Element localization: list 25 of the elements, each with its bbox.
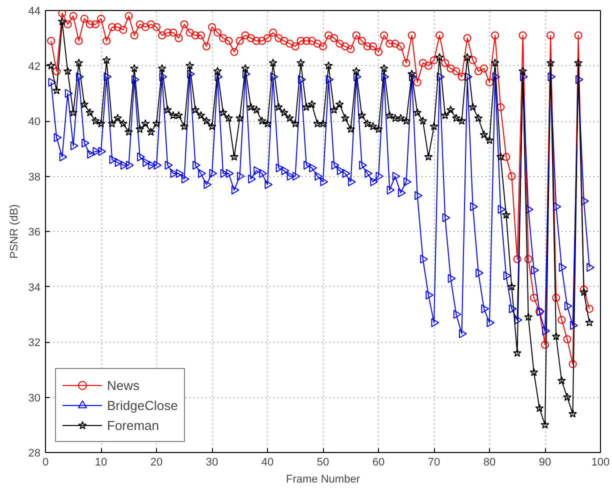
x-tick-label: 30: [206, 456, 218, 468]
x-tick-label: 100: [591, 456, 610, 468]
x-tick-label: 20: [150, 456, 163, 468]
x-tick-label: 90: [538, 456, 552, 468]
y-tick-label: 34: [28, 282, 41, 294]
y-tick-label: 44: [28, 6, 41, 18]
y-tick-label: 36: [28, 226, 41, 238]
y-tick-label: 30: [28, 392, 41, 404]
x-axis-title: Frame Number: [286, 474, 360, 486]
y-tick-label: 28: [28, 448, 41, 460]
x-tick-label: 10: [94, 456, 108, 468]
x-tick-label: 80: [483, 456, 496, 468]
x-tick-label: 60: [372, 456, 385, 468]
x-tick-label: 50: [316, 456, 330, 468]
x-tick-label: 40: [261, 456, 274, 468]
x-tick-label: 70: [428, 456, 440, 468]
y-tick-label: 40: [28, 116, 41, 128]
legend-label: News: [107, 378, 140, 392]
y-axis-title: PSNR (dB): [8, 204, 20, 259]
y-tick-label: 42: [28, 60, 41, 73]
legend-label: BridgeClose: [107, 398, 178, 412]
y-tick-label: 32: [28, 337, 41, 349]
x-tick-label: 0: [42, 456, 49, 468]
y-tick-label: 38: [28, 171, 41, 184]
legend-label: Foreman: [107, 418, 160, 432]
